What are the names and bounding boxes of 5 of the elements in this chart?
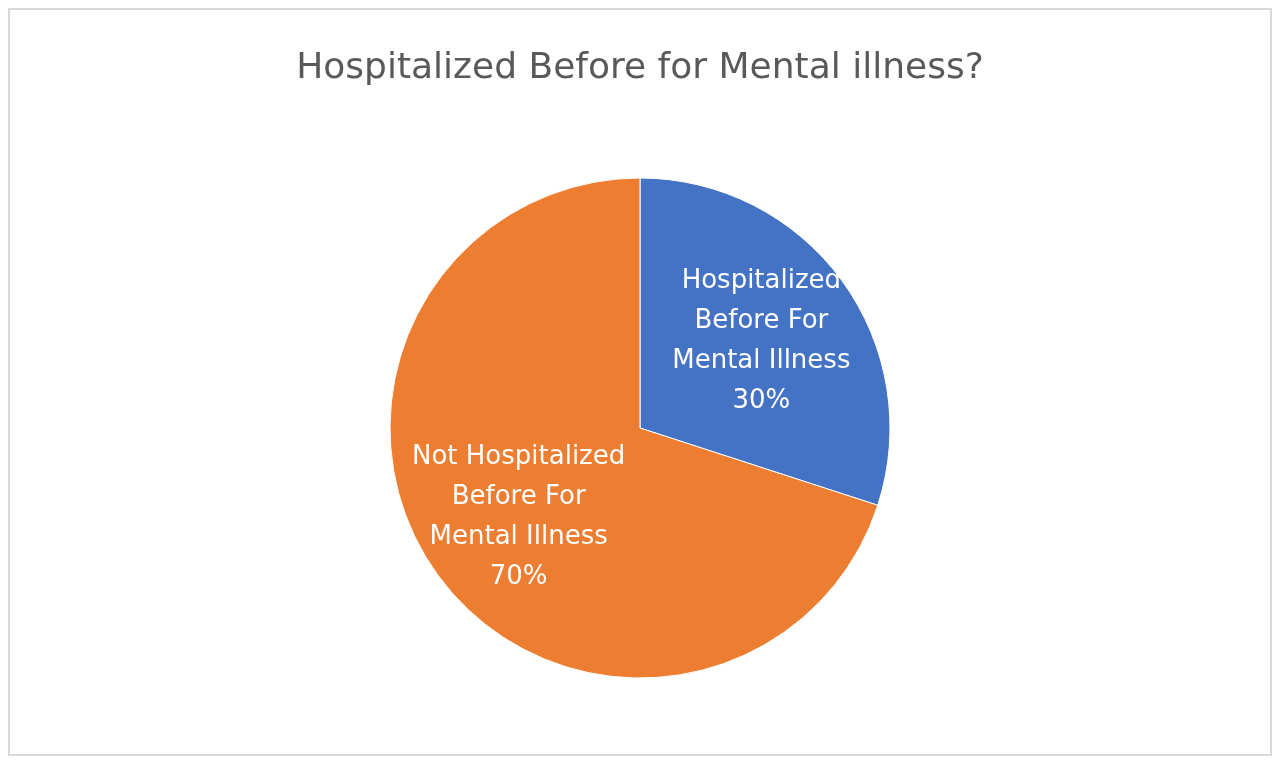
slice-label: Not Hospitalized Before For Mental Illness bbox=[412, 439, 626, 550]
data-label: 70% bbox=[489, 559, 548, 590]
chart-title: Hospitalized Before for Mental illness? bbox=[296, 45, 984, 86]
data-label: 30% bbox=[732, 383, 791, 414]
slice-label: Hospitalized Before For Mental Illness bbox=[672, 263, 851, 374]
